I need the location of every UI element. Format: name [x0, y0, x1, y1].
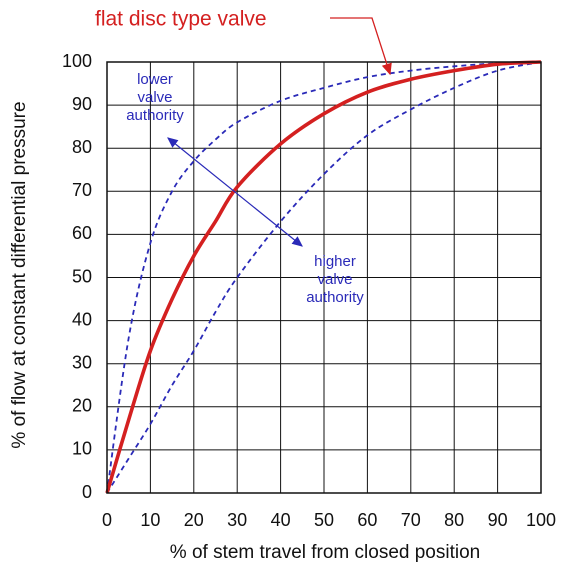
- x-tick-label: 50: [314, 510, 334, 530]
- annotation: valve: [137, 89, 172, 106]
- x-tick-label: 40: [271, 510, 291, 530]
- y-tick-label: 30: [72, 352, 92, 372]
- annotation: authority: [126, 107, 184, 124]
- x-tick-label: 10: [140, 510, 160, 530]
- y-tick-label: 40: [72, 309, 92, 329]
- y-tick-label: 60: [72, 223, 92, 243]
- x-tick-label: 70: [401, 510, 421, 530]
- annotation: lower: [137, 71, 173, 88]
- x-tick-label: 0: [102, 510, 112, 530]
- x-tick-label: 60: [357, 510, 377, 530]
- y-tick-label: 0: [82, 482, 92, 502]
- annotation: higher: [314, 253, 356, 270]
- x-axis-label: % of stem travel from closed position: [170, 542, 480, 563]
- x-tick-label: 100: [526, 510, 556, 530]
- x-tick-label: 80: [444, 510, 464, 530]
- chart-title: flat disc type valve: [95, 8, 267, 31]
- annotation: valve: [317, 271, 352, 288]
- x-tick-label: 20: [184, 510, 204, 530]
- series-line: [106, 61, 542, 494]
- y-tick-label: 10: [72, 439, 92, 459]
- x-tick-label: 30: [227, 510, 247, 530]
- y-tick-label: 80: [72, 137, 92, 157]
- y-tick-label: 90: [72, 94, 92, 114]
- y-tick-label: 50: [72, 266, 92, 286]
- plot-frame: [106, 61, 542, 494]
- y-tick-label: 70: [72, 180, 92, 200]
- y-tick-label: 20: [72, 396, 92, 416]
- x-tick-label: 90: [488, 510, 508, 530]
- title-arrow: [330, 17, 392, 76]
- y-tick-label: 100: [62, 51, 92, 71]
- authority-arrow: [167, 137, 303, 247]
- annotation: authority: [306, 289, 364, 306]
- series-line: [106, 61, 542, 494]
- y-axis-label: % of flow at constant differential press…: [9, 101, 30, 448]
